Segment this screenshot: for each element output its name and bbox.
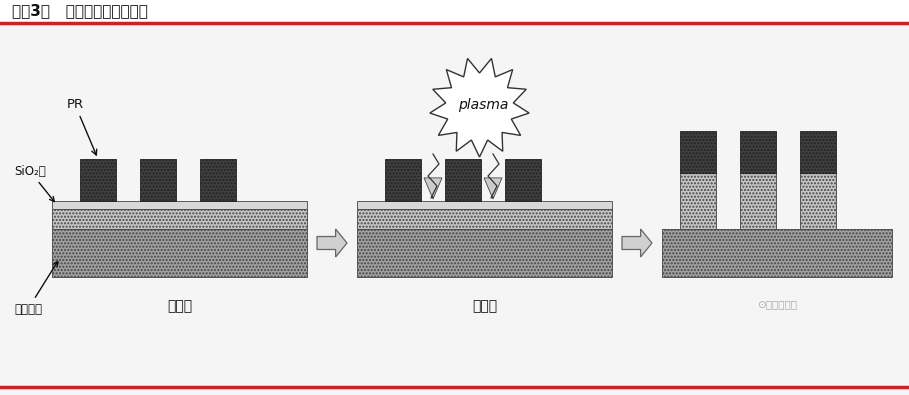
Text: ⊙蚀骄米小季: ⊙蚀骄米小季	[757, 299, 797, 309]
Bar	[357, 209, 612, 229]
Text: plasma: plasma	[458, 98, 509, 112]
Bar	[445, 159, 481, 201]
Text: SiO₂膜: SiO₂膜	[14, 164, 55, 201]
Bar	[357, 201, 612, 209]
Text: 刻蚀中: 刻蚀中	[472, 299, 497, 313]
Polygon shape	[484, 178, 502, 199]
Polygon shape	[424, 178, 442, 199]
Text: 硯片基底: 硯片基底	[14, 261, 57, 316]
Bar	[80, 159, 116, 201]
Bar	[680, 173, 716, 229]
Bar	[52, 229, 307, 277]
Text: 刻蚀前: 刻蚀前	[167, 299, 192, 313]
Polygon shape	[317, 229, 347, 257]
Bar	[140, 159, 176, 201]
Bar	[800, 173, 836, 229]
Bar	[385, 159, 421, 201]
Bar	[52, 201, 307, 209]
Bar	[740, 173, 776, 229]
Bar	[200, 159, 236, 201]
Text: 图表3：   干法刻蚀流程示意图: 图表3： 干法刻蚀流程示意图	[12, 3, 148, 18]
Polygon shape	[622, 229, 652, 257]
Bar	[800, 131, 836, 173]
Bar	[52, 209, 307, 229]
Bar	[662, 229, 892, 277]
Polygon shape	[430, 58, 529, 157]
Bar	[680, 131, 716, 173]
Text: PR: PR	[66, 98, 96, 155]
Bar	[357, 229, 612, 277]
Bar	[740, 131, 776, 173]
Bar	[0, 0, 909, 23]
Bar	[505, 159, 541, 201]
